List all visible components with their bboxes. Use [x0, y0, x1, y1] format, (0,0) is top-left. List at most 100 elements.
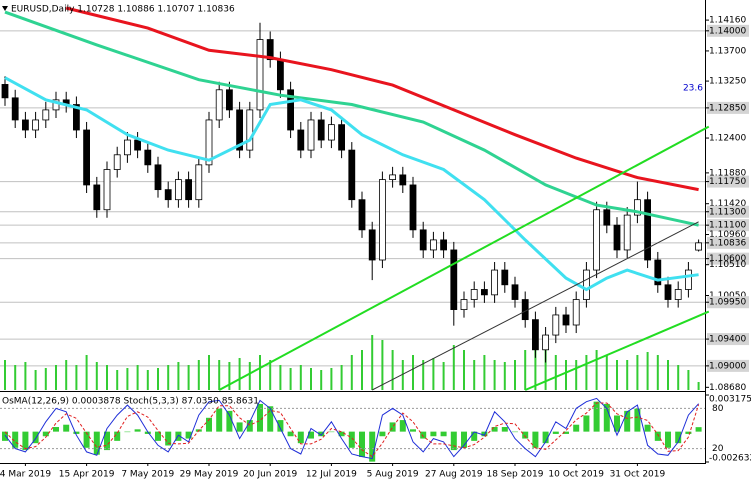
osma-bar	[53, 427, 59, 432]
osma-bar	[654, 431, 661, 441]
overlay-line	[524, 310, 710, 391]
osma-bar	[12, 431, 19, 448]
candle-body	[368, 229, 376, 261]
osma-bar	[185, 431, 192, 439]
x-tick-label: 12 Jul 2019	[306, 470, 357, 480]
osma-bar	[134, 429, 141, 432]
osma-bar	[73, 431, 80, 434]
candle-body	[307, 119, 315, 151]
candle-body	[583, 269, 590, 300]
candle-body	[93, 184, 101, 211]
osma-bar	[175, 431, 182, 441]
indicator-title: OsMA(12,26,9) 0.0003878 Stoch(5,3,3) 87.…	[2, 397, 259, 407]
candle-body	[562, 314, 570, 326]
tick-label-bg	[707, 219, 749, 232]
osma-bar	[563, 431, 569, 434]
osma-bar	[481, 431, 488, 437]
overlay-line	[371, 221, 699, 391]
fibo-label: 23.6	[683, 83, 703, 93]
y-tick-label: 1.10050	[709, 291, 746, 301]
candle-body	[287, 89, 295, 131]
x-tick-label: 15 Apr 2019	[59, 470, 115, 480]
osma-bar	[461, 431, 467, 448]
osma-bar	[236, 422, 243, 432]
candle-body	[134, 139, 142, 151]
osma-bar	[308, 431, 314, 439]
osma-bar	[216, 408, 223, 432]
candle-body	[542, 334, 549, 351]
candle-body	[501, 269, 509, 286]
y-tick-label: 1.14160	[709, 16, 746, 26]
tick-label-bg	[707, 359, 749, 372]
osma-bar	[573, 424, 580, 432]
candle-body	[409, 184, 417, 231]
candle-body	[695, 242, 702, 251]
x-tick-label: 31 Oct 2019	[610, 470, 666, 480]
y-tick-label: 1.09400	[709, 335, 746, 345]
candle-body	[174, 179, 182, 201]
osma-bar	[685, 431, 692, 434]
candle-body	[154, 164, 162, 191]
osma-bar	[501, 427, 508, 432]
y-tick-label: -0.002632	[709, 454, 751, 464]
title-icon	[2, 6, 8, 11]
tick-label-bg	[707, 205, 749, 218]
candle-body	[532, 319, 539, 351]
osma-bar	[93, 431, 100, 455]
y-tick-label: 1.10510	[709, 260, 746, 270]
x-tick-label: 18 Sep 2019	[486, 470, 543, 480]
y-tick-label: 1.11420	[709, 199, 746, 209]
osma-bar	[603, 403, 610, 432]
candle-body	[276, 59, 284, 91]
candle-body	[83, 129, 90, 186]
candle-body	[317, 119, 325, 141]
candle-body	[429, 239, 437, 251]
candle-body	[225, 89, 233, 111]
candle-body	[572, 299, 580, 326]
x-tick-label: 7 May 2019	[121, 470, 174, 480]
y-tick-label: 80	[712, 404, 724, 414]
tick-label-bg	[707, 101, 749, 114]
osma-bar	[32, 431, 39, 444]
candle-body	[491, 269, 499, 296]
osma-bar	[369, 431, 376, 462]
x-tick-label: 29 May 2019	[180, 470, 239, 480]
candle-body	[644, 199, 651, 261]
y-tick-label: 1.12400	[709, 134, 746, 144]
chart-title: EURUSD,Daily 1.10728 1.10886 1.10707 1.1…	[11, 5, 235, 15]
candle-body	[236, 109, 244, 151]
osma-bar	[83, 431, 90, 448]
candle-body	[399, 174, 407, 186]
osma-bar	[63, 424, 70, 432]
y-tick-label: 1.13250	[709, 77, 746, 87]
candle-body	[685, 269, 692, 290]
candle-body	[378, 179, 386, 261]
osma-bar	[267, 406, 274, 432]
y-tick-label: 1.09000	[709, 361, 746, 371]
overlay-line	[4, 76, 699, 292]
candle-body	[450, 249, 458, 310]
osma-bar	[42, 431, 49, 437]
osma-bar	[552, 431, 559, 434]
candle-body	[164, 189, 172, 201]
y-tick-label: 1.10960	[709, 230, 746, 240]
osma-bar	[297, 431, 304, 444]
candle-body	[42, 109, 50, 121]
x-tick-label: 27 Aug 2019	[425, 470, 483, 480]
overlay-line	[65, 6, 699, 192]
osma-bar	[440, 431, 447, 437]
osma-bar	[287, 431, 294, 437]
osma-bar	[389, 422, 396, 432]
candle-body	[113, 154, 121, 170]
y-tick-label: 1.10836	[709, 238, 746, 248]
osma-bar	[165, 431, 172, 446]
osma-bar	[155, 431, 161, 441]
plot-layer: 23.6	[0, 6, 710, 462]
y-tick-label: 1.11880	[709, 168, 746, 178]
osma-bar	[644, 424, 651, 432]
tick-label-bg	[707, 175, 749, 188]
y-tick-label: 1.11100	[709, 221, 746, 231]
tick-label-bg	[707, 252, 749, 265]
osma-bar	[124, 431, 131, 433]
